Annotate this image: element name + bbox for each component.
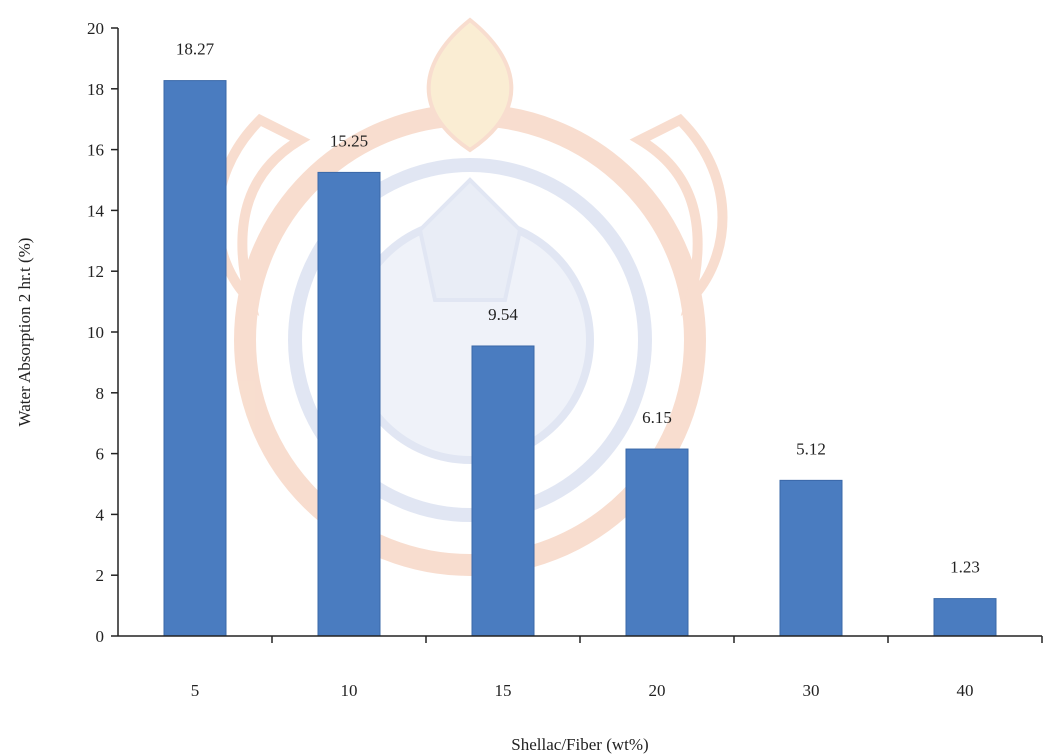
bars <box>163 80 997 637</box>
x-tick-label: 20 <box>649 681 666 700</box>
x-tick-label: 5 <box>191 681 200 700</box>
bar-value-label: 18.27 <box>176 40 215 59</box>
bar-value-label: 1.23 <box>950 558 980 577</box>
y-tick-label: 14 <box>87 201 105 220</box>
x-tick-label: 15 <box>495 681 512 700</box>
bar-40 <box>933 598 997 637</box>
bar-value-label: 15.25 <box>330 131 368 150</box>
bar-20 <box>625 448 689 637</box>
bar-5 <box>163 80 227 637</box>
y-axis-ticks: 0 2 4 6 8 10 12 14 16 18 20 <box>87 19 118 646</box>
y-tick-label: 10 <box>87 323 104 342</box>
y-tick-label: 12 <box>87 262 104 281</box>
x-axis-ticks: 5 10 15 20 30 40 <box>191 636 1043 700</box>
bar-value-label: 5.12 <box>796 439 826 458</box>
bar-15 <box>471 345 535 637</box>
x-axis-title: Shellac/Fiber (wt%) <box>511 735 648 754</box>
y-tick-label: 18 <box>87 80 104 99</box>
bar-30 <box>779 479 843 637</box>
bar-value-label: 6.15 <box>642 408 672 427</box>
x-tick-label: 10 <box>341 681 358 700</box>
data-labels: 18.27 15.25 9.54 6.15 5.12 1.23 <box>176 40 980 577</box>
bar-value-label: 9.54 <box>488 305 518 324</box>
y-tick-label: 6 <box>96 445 105 464</box>
y-tick-label: 20 <box>87 19 104 38</box>
x-tick-label: 30 <box>803 681 820 700</box>
y-tick-label: 16 <box>87 141 104 160</box>
y-tick-label: 0 <box>96 627 105 646</box>
y-tick-label: 8 <box>96 384 105 403</box>
y-axis-title: Water Absorption 2 hr.t (%) <box>15 238 34 427</box>
bar-10 <box>317 171 381 637</box>
x-tick-label: 40 <box>957 681 974 700</box>
y-tick-label: 4 <box>96 505 105 524</box>
y-tick-label: 2 <box>96 566 105 585</box>
